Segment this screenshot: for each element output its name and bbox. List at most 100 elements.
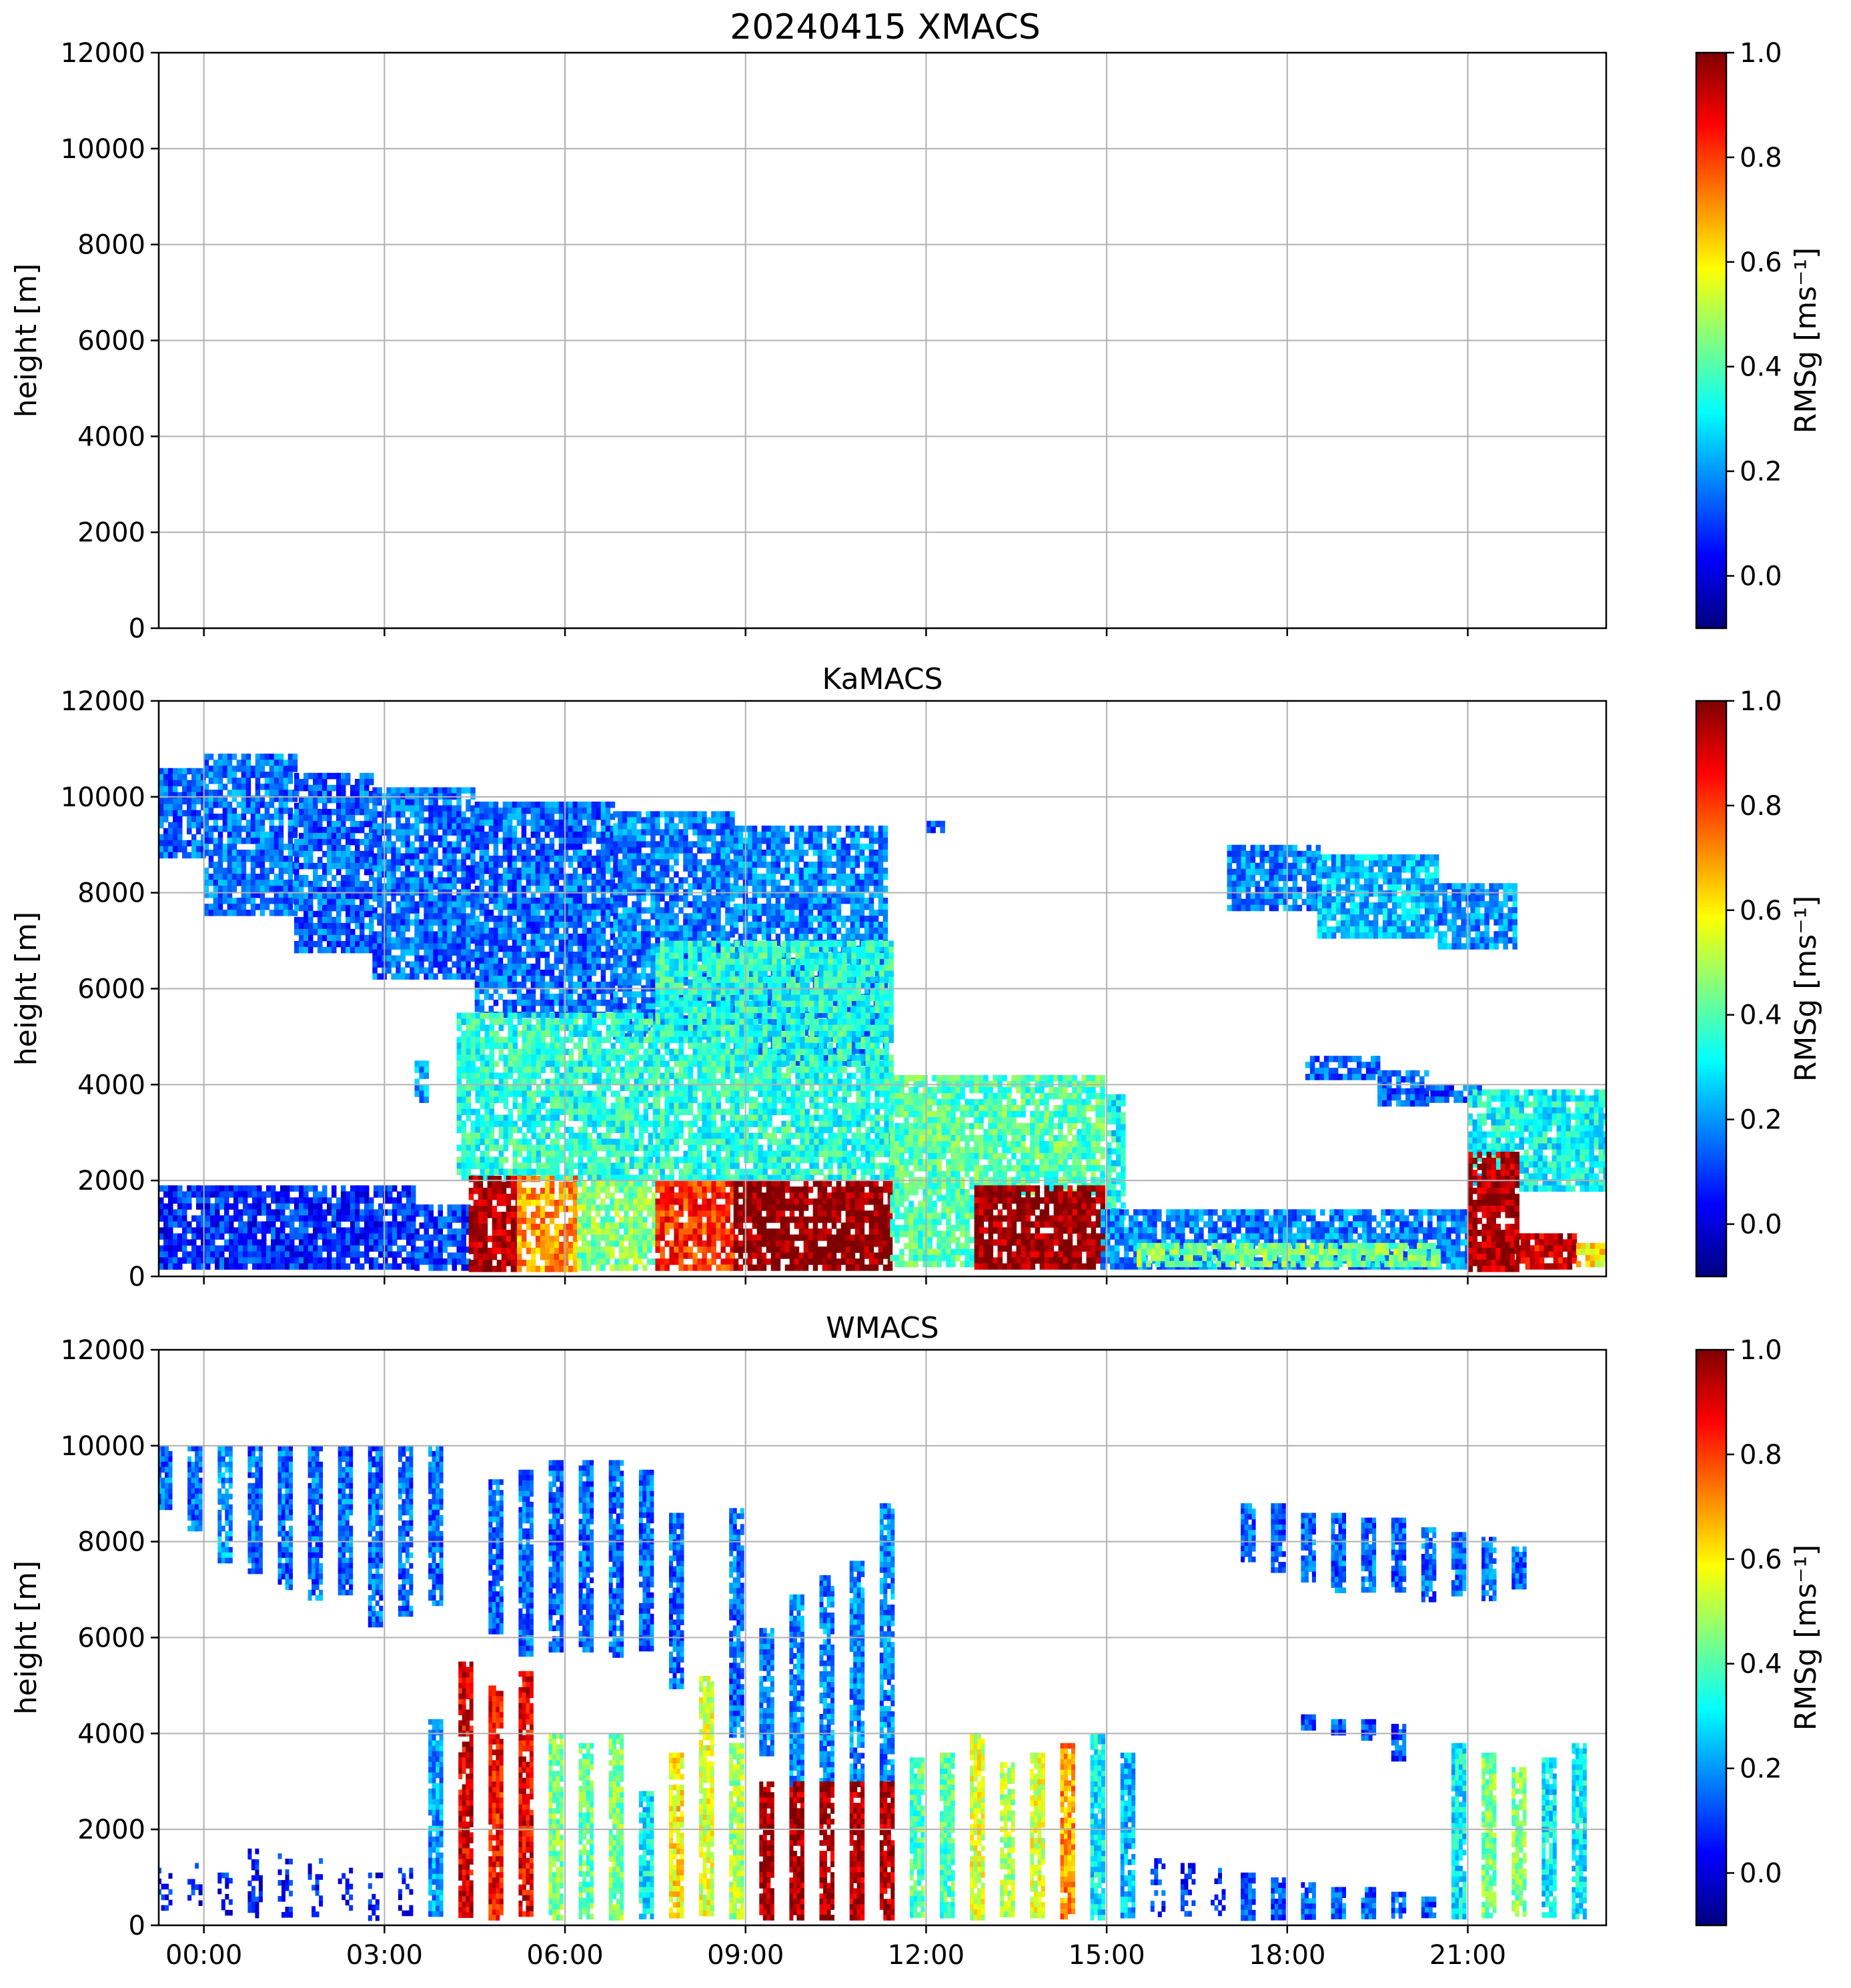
heatmap-cell	[1250, 898, 1256, 906]
heatmap-cell	[660, 925, 665, 932]
heatmap-cell	[664, 829, 670, 836]
heatmap-cell	[250, 874, 256, 880]
heatmap-cell	[259, 784, 265, 790]
heatmap-cell	[650, 877, 656, 884]
heatmap-cell	[1241, 868, 1247, 876]
heatmap-cell	[452, 805, 457, 812]
heatmap-cell	[438, 823, 443, 830]
heatmap-cell	[1269, 904, 1275, 912]
heatmap-cell	[294, 898, 299, 906]
heatmap-cell	[591, 922, 597, 928]
heatmap-cell	[873, 970, 879, 976]
heatmap-cell	[798, 904, 804, 910]
heatmap-cell	[641, 967, 646, 974]
heatmap-cell	[770, 904, 776, 910]
heatmap-cell	[287, 772, 293, 778]
heatmap-cell	[264, 814, 270, 820]
heatmap-cell	[208, 802, 214, 808]
heatmap-cell	[313, 832, 318, 840]
heatmap-cell	[730, 811, 735, 818]
heatmap-cell	[507, 820, 513, 826]
heatmap-cell	[222, 766, 228, 772]
heatmap-cell	[868, 838, 874, 844]
heatmap-cell	[544, 952, 550, 958]
y-tick-label: 6000	[77, 326, 145, 357]
heatmap-cell	[577, 856, 583, 862]
heatmap-cell	[278, 850, 284, 856]
heatmap-cell	[761, 982, 767, 988]
heatmap-cell	[250, 814, 256, 820]
heatmap-cell	[512, 802, 518, 808]
heatmap-cell	[711, 991, 716, 998]
heatmap-cell	[203, 754, 209, 760]
heatmap-cell	[530, 928, 536, 934]
heatmap-cell	[355, 790, 360, 798]
heatmap-cell	[294, 838, 299, 846]
heatmap-cell	[826, 862, 832, 868]
heatmap-cell	[414, 859, 420, 866]
heatmap-cell	[568, 994, 574, 1000]
heatmap-cell	[410, 829, 415, 836]
heatmap-cell	[582, 904, 588, 910]
heatmap-cell	[452, 883, 457, 890]
heatmap-cell	[479, 880, 485, 886]
heatmap-cell	[502, 982, 508, 988]
heatmap-cell	[756, 922, 762, 928]
heatmap-cell	[419, 967, 424, 974]
heatmap-cell	[318, 910, 323, 918]
heatmap-cell	[447, 811, 452, 818]
heatmap-cell	[784, 988, 790, 994]
heatmap-cell	[1283, 856, 1289, 864]
heatmap-cell	[613, 853, 618, 860]
heatmap-cell	[1359, 920, 1365, 927]
heatmap-cell	[572, 970, 578, 976]
heatmap-cell	[610, 946, 616, 952]
heatmap-cell	[618, 829, 623, 836]
heatmap-cell	[641, 907, 646, 914]
heatmap-cell	[864, 904, 870, 910]
heatmap-cell	[854, 934, 860, 940]
heatmap-cell	[241, 874, 247, 880]
heatmap-cell	[341, 832, 346, 840]
heatmap-cell	[610, 826, 616, 832]
heatmap-cell	[163, 774, 169, 781]
heatmap-cell	[664, 919, 670, 926]
heatmap-cell	[808, 928, 814, 934]
heatmap-cell	[259, 880, 265, 886]
heatmap-cell	[364, 814, 370, 822]
heatmap-cell	[605, 952, 611, 958]
heatmap-cell	[493, 880, 499, 886]
heatmap-cell	[530, 808, 536, 814]
heatmap-cell	[641, 961, 646, 968]
heatmap-cell	[391, 919, 396, 926]
heatmap-cell	[572, 838, 578, 844]
heatmap-cell	[868, 862, 874, 868]
heatmap-cell	[303, 862, 309, 870]
heatmap-cell	[558, 958, 564, 964]
heatmap-cell	[568, 1006, 574, 1012]
heatmap-cell	[1377, 896, 1383, 903]
heatmap-cell	[456, 811, 462, 818]
heatmap-cell	[1245, 874, 1251, 882]
heatmap-cell	[803, 1024, 809, 1030]
heatmap-cell	[632, 865, 637, 872]
heatmap-cell	[313, 928, 318, 936]
heatmap-cell	[1283, 880, 1289, 888]
heatmap-cell	[327, 910, 332, 918]
heatmap-cell	[577, 838, 583, 844]
heatmap-cell	[808, 826, 814, 832]
heatmap-cell	[817, 838, 823, 844]
heatmap-cell	[479, 928, 485, 934]
heatmap-cell	[299, 778, 304, 786]
heatmap-cell	[655, 919, 660, 926]
heatmap-cell	[822, 1042, 828, 1048]
heatmap-cell	[789, 934, 795, 940]
heatmap-cell	[812, 904, 818, 910]
heatmap-cell	[725, 931, 730, 938]
heatmap-cell	[577, 1000, 583, 1006]
heatmap-cell	[1269, 862, 1275, 870]
heatmap-cell	[775, 868, 781, 874]
heatmap-cell	[808, 874, 814, 880]
heatmap-cell	[854, 886, 860, 892]
heatmap-cell	[1306, 898, 1312, 906]
